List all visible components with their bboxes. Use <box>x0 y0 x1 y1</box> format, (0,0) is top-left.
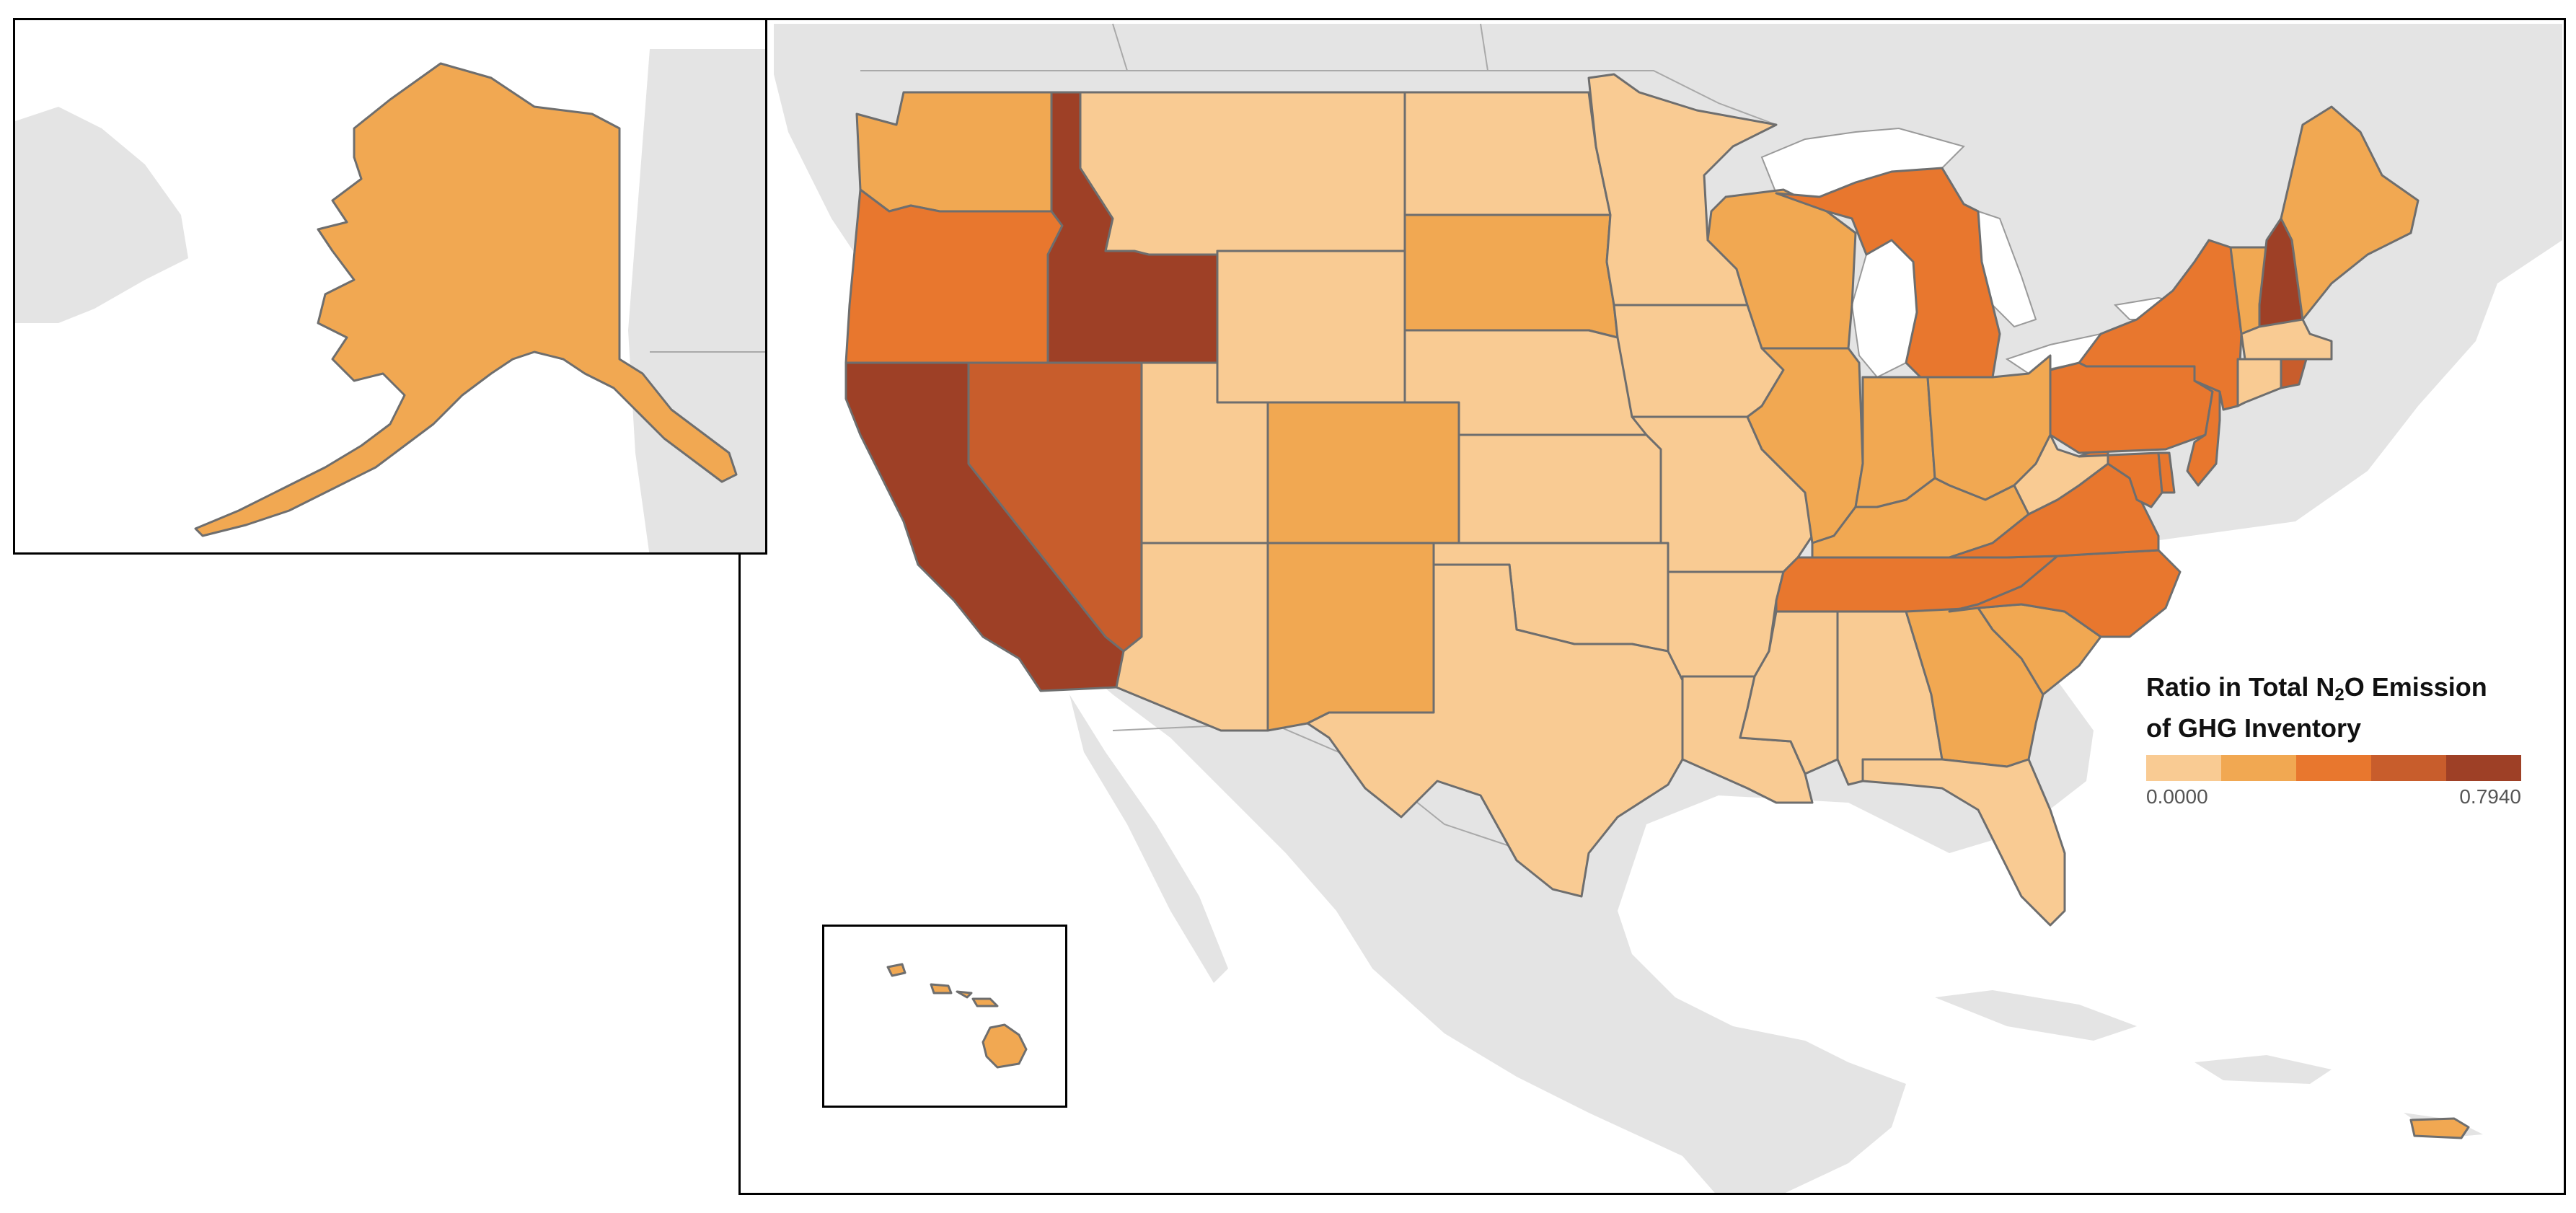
state-alaska[interactable] <box>194 62 738 537</box>
state-north-dakota[interactable] <box>1403 91 1612 216</box>
state-south-dakota[interactable] <box>1403 213 1619 339</box>
state-wyoming[interactable] <box>1216 250 1406 404</box>
state-texas[interactable] <box>1306 563 1684 898</box>
state-rhode-island[interactable] <box>2280 358 2308 389</box>
state-new-mexico[interactable] <box>1266 542 1435 732</box>
state-oregon[interactable] <box>844 188 1064 364</box>
state-new-jersey[interactable] <box>2186 379 2221 487</box>
state-puerto-rico[interactable] <box>2409 1117 2470 1139</box>
legend-bin-2 <box>2221 755 2296 781</box>
state-florida[interactable] <box>1861 758 2066 927</box>
legend-bin-4 <box>2371 755 2446 781</box>
legend-bin-3 <box>2296 755 2371 781</box>
state-maine[interactable] <box>2280 105 2420 321</box>
alaska-inset[interactable] <box>13 18 767 555</box>
alaska-map-svg[interactable] <box>15 20 767 555</box>
state-pennsylvania[interactable] <box>2049 361 2214 454</box>
legend-min-label: 0.0000 <box>2146 785 2208 808</box>
legend-max-label: 0.7940 <box>2459 785 2521 808</box>
state-connecticut[interactable] <box>2236 358 2282 407</box>
main-map-svg[interactable] <box>741 20 2566 1195</box>
state-michigan[interactable] <box>1775 167 2001 379</box>
legend: Ratio in Total N2O Emission of GHG Inven… <box>2146 671 2521 808</box>
legend-bin-5 <box>2446 755 2521 781</box>
state-delaware[interactable] <box>2157 451 2176 494</box>
state-hawaii[interactable] <box>886 963 1028 1069</box>
legend-title: Ratio in Total N2O Emission of GHG Inven… <box>2146 671 2521 745</box>
legend-title-line2: of GHG Inventory <box>2146 713 2362 743</box>
state-montana[interactable] <box>1079 91 1406 256</box>
states-layer <box>844 73 2470 1139</box>
legend-labels: 0.0000 0.7940 <box>2146 785 2521 808</box>
main-map-panel[interactable] <box>738 18 2566 1195</box>
hawaii-inset[interactable] <box>822 925 1067 1108</box>
state-colorado[interactable] <box>1266 401 1460 544</box>
legend-title-subscript: 2 <box>2334 685 2345 705</box>
state-kansas[interactable] <box>1457 433 1662 544</box>
hawaii-map-svg[interactable] <box>824 927 1067 1108</box>
legend-title-part2: O Emission <box>2344 672 2487 702</box>
legend-title-part1: Ratio in Total N <box>2146 672 2335 702</box>
legend-bin-1 <box>2146 755 2221 781</box>
state-north-carolina[interactable] <box>1948 549 2182 638</box>
legend-color-ramp <box>2146 755 2521 781</box>
